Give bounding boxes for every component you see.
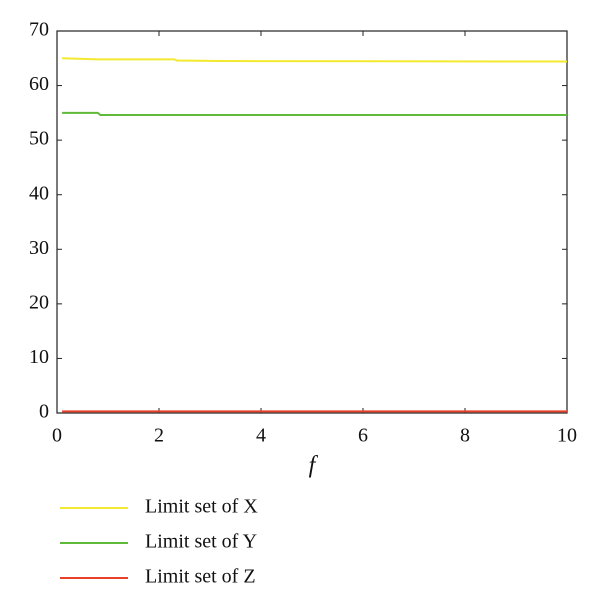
- y-tick-label: 0: [39, 401, 49, 423]
- x-tick-label: 10: [557, 425, 577, 447]
- x-axis-label: f: [309, 453, 319, 479]
- x-tick-label: 4: [256, 425, 266, 447]
- legend-label: Limit set of Y: [145, 531, 257, 553]
- x-tick-label: 0: [52, 425, 62, 447]
- y-tick-label: 60: [29, 73, 49, 95]
- legend-label: Limit set of X: [145, 496, 258, 518]
- x-tick-label: 8: [460, 425, 470, 447]
- x-tick-label: 6: [358, 425, 368, 447]
- x-tick-label: 2: [154, 425, 164, 447]
- y-tick-label: 30: [29, 237, 49, 259]
- y-tick-label: 10: [29, 346, 49, 368]
- series-line: [62, 57, 568, 63]
- series-line: [62, 111, 567, 117]
- legend-label: Limit set of Z: [145, 566, 256, 588]
- y-tick-label: 50: [29, 128, 49, 150]
- y-tick-label: 20: [29, 291, 49, 313]
- y-tick-label: 70: [29, 19, 49, 41]
- plot-frame: [56, 30, 568, 414]
- y-tick-label: 40: [29, 182, 49, 204]
